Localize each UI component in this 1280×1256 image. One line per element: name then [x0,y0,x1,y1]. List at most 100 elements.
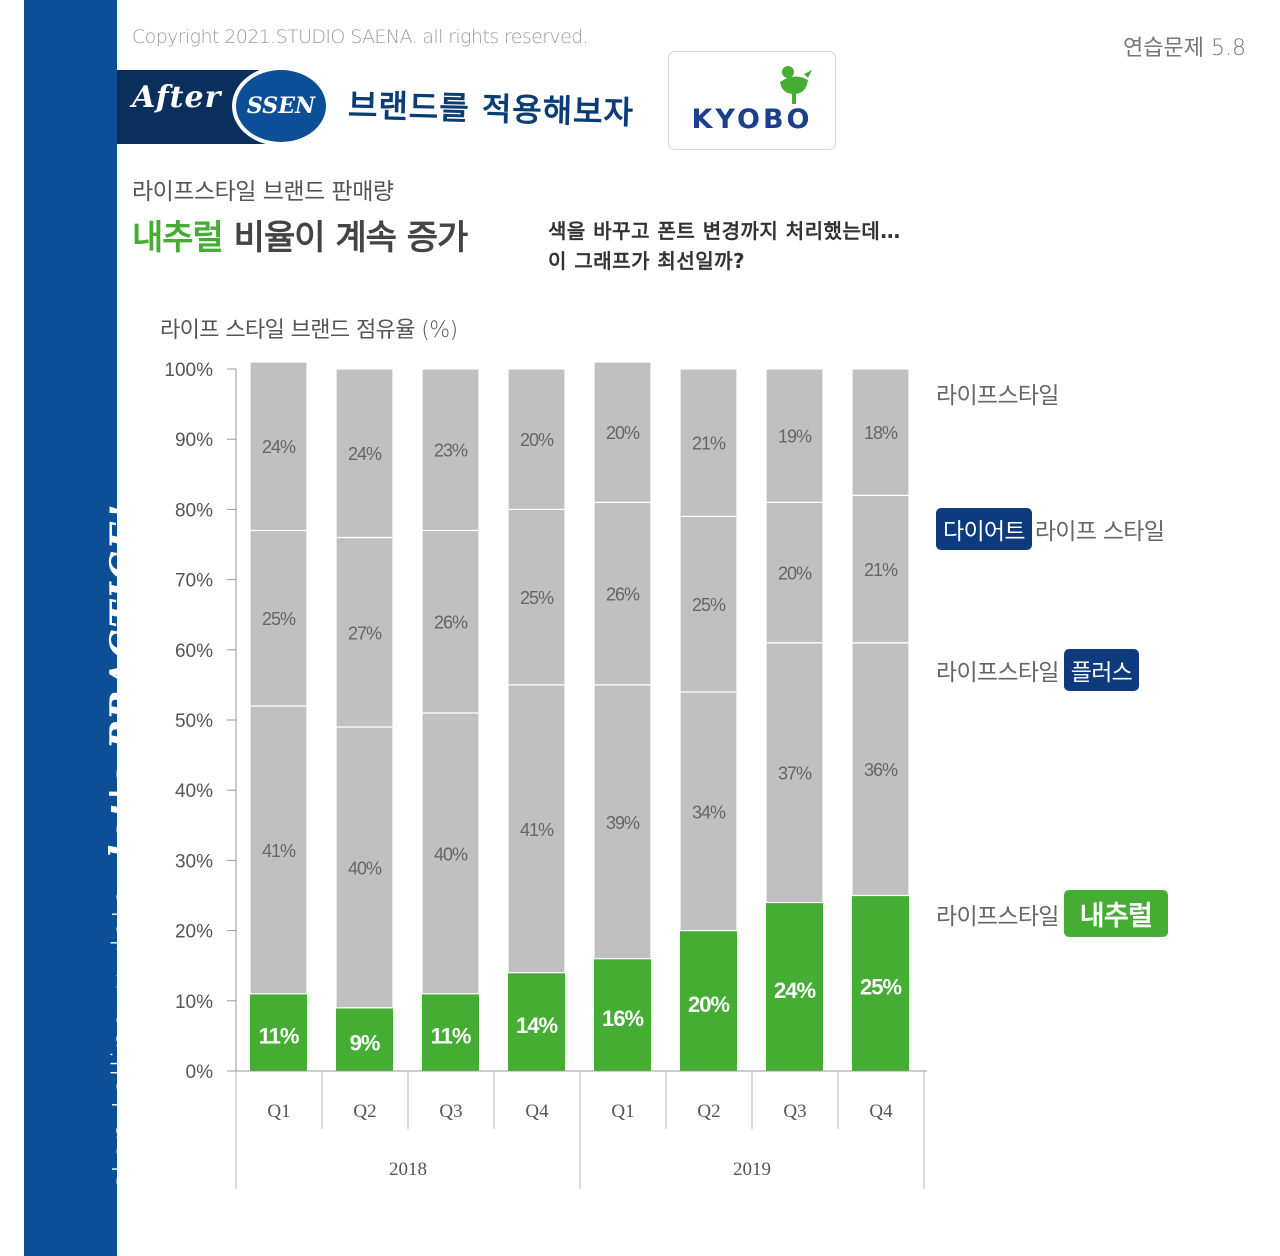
data-label-plus: 41% [520,820,554,840]
x-tick-label: Q3 [783,1101,806,1122]
x-tick-label: Q1 [267,1101,290,1122]
data-label-diet: 27% [348,623,382,643]
bar-plus [249,705,308,995]
bar-lifestyle [507,368,566,510]
bar-diet [421,529,480,714]
bar-lifestyle [765,368,824,503]
legend-diet: 다이어트 라이프 스타일 [936,508,1165,550]
ssen-badge: SSEN [232,66,330,146]
x-tick-label: Q2 [353,1101,376,1122]
y-tick-label: 10% [175,992,213,1013]
y-tick-label: 100% [164,360,213,381]
x-tick-label: Q3 [439,1101,462,1122]
bird-icon [780,66,812,104]
data-label-plus: 36% [864,760,898,780]
data-label-natural: 9% [350,1030,380,1055]
headline-rest: 비율이 계속 증가 [222,218,469,258]
data-label-lifestyle: 23% [434,441,468,461]
data-label-natural: 25% [860,974,901,999]
data-label-lifestyle: 24% [262,437,296,457]
data-label-diet: 21% [864,560,898,580]
bar-diet [593,501,652,686]
data-label-lifestyle: 20% [520,430,554,450]
data-label-natural: 11% [431,1023,471,1048]
data-label-plus: 41% [262,841,296,861]
headline: 내추럴 비율이 계속 증가 [132,210,469,259]
data-label-diet: 26% [434,613,468,633]
legend-plus-tag: 플러스 [1063,649,1140,691]
annotation-line-1: 색을 바꾸고 폰트 변경까지 처리했는데… [548,219,901,243]
y-tick-label: 50% [175,711,213,732]
annotation-line-2: 이 그래프가 최선일까? [548,249,746,273]
data-label-plus: 39% [606,813,640,833]
bar-lifestyle [593,361,652,503]
y-tick-label: 60% [175,641,213,662]
data-label-diet: 20% [778,564,812,584]
data-label-natural: 11% [259,1023,299,1048]
y-tick-label: 30% [175,851,213,872]
x-tick-label: Q4 [869,1101,893,1122]
kyobo-logo-text: KYOBO [691,104,813,135]
bar-natural [594,958,651,1071]
bar-lifestyle [421,368,480,532]
bar-plus [851,642,910,897]
chart-title: 라이프 스타일 브랜드 점유율 (%) [160,318,458,343]
legend-plus: 라이프스타일 플러스 [936,649,1140,691]
data-label-plus: 37% [778,764,812,784]
bar-diet [679,515,738,693]
y-tick-label: 20% [175,922,213,943]
legend-plus-label: 라이프스타일 [936,660,1059,686]
bar-natural [508,972,565,1071]
legend-diet-label: 라이프 스타일 [1034,519,1165,545]
data-label-plus: 40% [434,844,468,864]
legend-diet-tag: 다이어트 [936,508,1032,550]
data-label-diet: 25% [262,609,296,629]
data-label-diet: 25% [692,595,726,615]
x-group-label: 2018 [389,1159,427,1180]
bar-natural [766,902,823,1071]
data-label-lifestyle: 20% [606,423,640,443]
bar-lifestyle [851,368,910,496]
copyright-text: Copyright 2021.STUDIO SAENA. all rights … [132,26,589,48]
data-label-lifestyle: 24% [348,444,382,464]
x-group-label: 2019 [733,1159,771,1180]
data-label-diet: 25% [520,588,554,608]
legend-lifestyle: 라이프스타일 [936,376,1059,410]
bar-lifestyle [335,368,394,539]
y-tick-label: 80% [175,500,213,521]
bar-plus [765,642,824,904]
x-tick-label: Q4 [525,1101,549,1122]
exercise-label: 연습문제 5.8 [1123,36,1246,61]
headline-highlight: 내추럴 [132,218,224,258]
bar-plus [335,726,394,1009]
bar-diet [249,529,308,707]
data-label-lifestyle: 21% [692,434,726,454]
bar-natural [250,993,307,1071]
bar-natural [852,895,909,1071]
bar-natural [680,930,737,1071]
legend-natural: 라이프스타일 내추럴 [936,890,1169,937]
y-tick-label: 0% [186,1062,214,1083]
x-tick-label: Q2 [697,1101,720,1122]
bar-diet [335,536,394,728]
data-label-lifestyle: 19% [778,427,812,447]
bar-natural [336,1007,393,1071]
bar-lifestyle [249,361,308,532]
bar-diet [851,494,910,644]
x-tick-label: Q1 [611,1101,634,1122]
data-label-diet: 26% [606,585,640,605]
bar-natural [422,993,479,1071]
after-label: After [132,80,222,115]
legend-lifestyle-label: 라이프스타일 [936,383,1059,409]
data-label-plus: 40% [348,858,382,878]
data-label-natural: 14% [516,1013,557,1038]
data-label-natural: 24% [774,978,815,1003]
annotation-note: 색을 바꾸고 폰트 변경까지 처리했는데… 이 그래프가 최선일까? [548,216,901,276]
data-label-lifestyle: 18% [864,423,898,443]
bar-diet [765,501,824,644]
bar-plus [679,691,738,932]
data-label-plus: 34% [692,802,726,822]
sidebar: storytelling with data let's PRACTICE! [24,0,145,1256]
legend-natural-tag: 내추럴 [1063,890,1169,937]
